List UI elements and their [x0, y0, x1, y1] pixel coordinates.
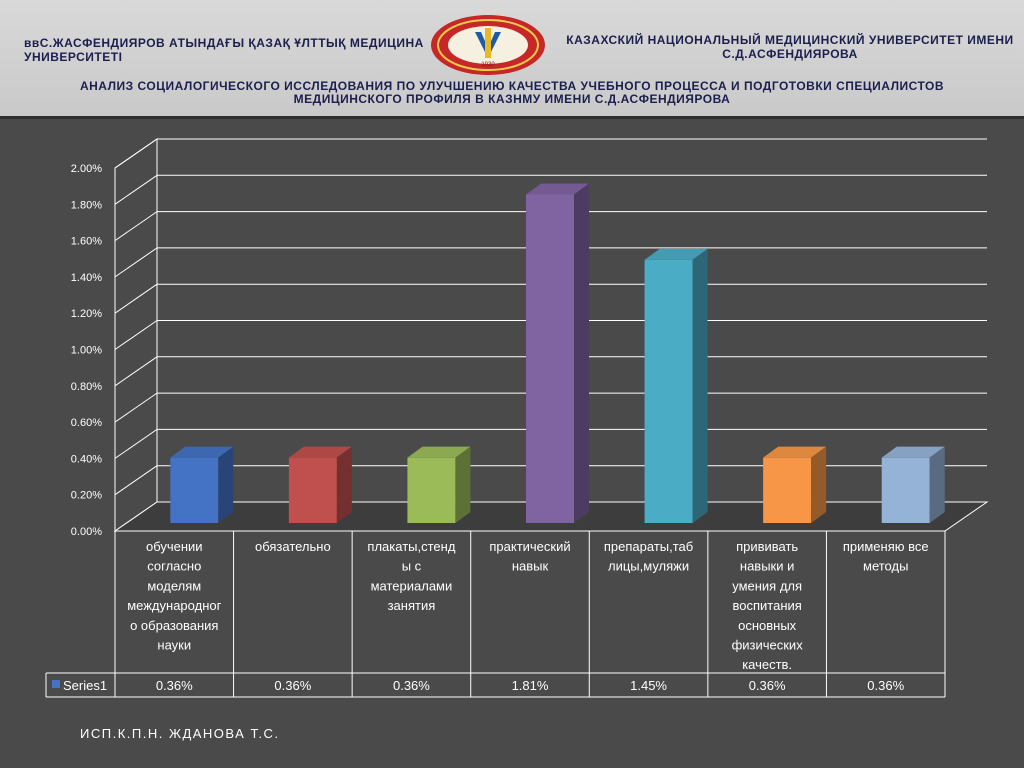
category-label: физических [732, 638, 804, 653]
university-name-russian: КАЗАХСКИЙ НАЦИОНАЛЬНЫЙ МЕДИЦИНСКИЙ УНИВЕ… [566, 33, 1014, 61]
category-label: воспитания [732, 598, 801, 613]
gridline-side [114, 211, 158, 242]
y-tick-label: 1.20% [71, 308, 102, 320]
category-label: применяю все [843, 539, 929, 554]
bar [526, 194, 574, 524]
gridline-side [114, 138, 158, 169]
y-tick-label: 2.00% [71, 163, 102, 175]
gridline-side [114, 283, 158, 314]
bar-side [574, 183, 589, 524]
category-label: прививать [736, 539, 798, 554]
category-label: согласно [147, 559, 201, 574]
gridline-side [114, 356, 158, 387]
bar-top [170, 446, 234, 458]
category-label: занятия [388, 598, 436, 613]
category-label: науки [157, 638, 191, 653]
data-value-label: 1.45% [630, 678, 667, 693]
author-credit: ИСП.К.П.Н. ЖДАНОВА Т.С. [80, 726, 280, 741]
category-label: навыки и [740, 559, 794, 574]
gridline-side [114, 174, 158, 205]
bar [288, 457, 337, 523]
slide-title: АНАЛИЗ СОЦИАЛОГИЧЕСКОГО ИССЛЕДОВАНИЯ ПО … [79, 79, 945, 106]
data-value-label: 0.36% [867, 678, 904, 693]
bar-top [407, 446, 471, 458]
bar [407, 457, 456, 523]
category-label: обязательно [255, 539, 331, 554]
gridline-side [114, 465, 158, 496]
bar [763, 457, 812, 523]
category-label: практический [489, 539, 570, 554]
svg-text:1930: 1930 [481, 62, 495, 68]
data-value-label: 1.81% [512, 678, 549, 693]
category-label: материалами [371, 578, 453, 593]
slide-header: ввС.ЖАСФЕНДИЯРОВ АТЫНДАҒЫ ҚАЗАҚ ҰЛТТЫҚ М… [0, 0, 1024, 116]
bar-top [763, 446, 827, 458]
series-legend-key [52, 680, 60, 688]
data-value-label: 0.36% [274, 678, 311, 693]
category-label: обучении [146, 539, 203, 554]
category-label: качеств. [742, 657, 792, 672]
bar-top [288, 446, 352, 458]
header-divider [0, 116, 1024, 119]
series-legend-label: Series1 [63, 678, 107, 693]
data-value-label: 0.36% [393, 678, 430, 693]
bar-side [692, 248, 708, 523]
bar-side [218, 446, 234, 523]
gridline-side [114, 428, 158, 459]
category-label: навык [512, 559, 549, 574]
bar-top [881, 446, 945, 458]
y-tick-label: 0.40% [71, 453, 102, 465]
y-tick-label: 0.00% [71, 526, 102, 538]
category-label: международног [127, 598, 221, 613]
category-label: основных [738, 618, 797, 633]
bar-top [644, 248, 708, 260]
y-tick-label: 0.20% [71, 490, 102, 502]
data-value-label: 0.36% [749, 678, 786, 693]
gridline-side [114, 247, 158, 278]
gridline-side [114, 392, 158, 423]
y-tick-label: 0.80% [71, 381, 102, 393]
category-label: лицы,муляжи [608, 559, 689, 574]
bar-side [929, 446, 945, 523]
bar-top [526, 183, 589, 195]
category-label: умения для [732, 578, 802, 593]
y-tick-label: 1.80% [71, 199, 102, 211]
gridline-side [114, 320, 158, 350]
y-tick-label: 1.40% [71, 272, 102, 284]
bar-side [336, 446, 352, 523]
university-logo: 1930 [431, 15, 545, 75]
bar [170, 457, 219, 523]
bar-side [455, 446, 471, 523]
bar [644, 259, 693, 523]
y-tick-label: 1.00% [71, 345, 102, 357]
bar-side [811, 446, 827, 523]
university-name-kazakh: ввС.ЖАСФЕНДИЯРОВ АТЫНДАҒЫ ҚАЗАҚ ҰЛТТЫҚ М… [24, 36, 424, 64]
category-label: методы [863, 559, 908, 574]
y-tick-label: 1.60% [71, 236, 102, 248]
category-label: о образования [130, 618, 218, 633]
category-label: плакаты,стенд [367, 539, 455, 554]
bar [881, 457, 930, 523]
category-label: препараты,таб [604, 539, 693, 554]
data-value-label: 0.36% [156, 678, 193, 693]
category-label: ы с [402, 559, 422, 574]
y-tick-label: 0.60% [71, 417, 102, 429]
category-label: моделям [147, 578, 201, 593]
